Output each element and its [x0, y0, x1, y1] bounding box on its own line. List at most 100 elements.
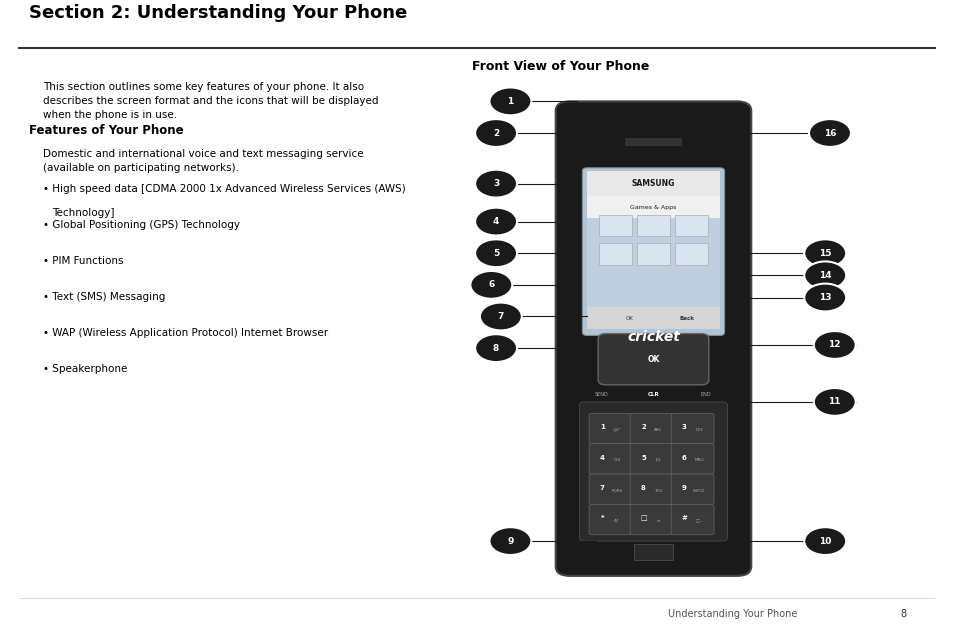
FancyBboxPatch shape — [629, 474, 673, 504]
Circle shape — [470, 271, 512, 299]
FancyBboxPatch shape — [589, 413, 631, 444]
Text: *: * — [600, 515, 603, 522]
Text: □—: □— — [695, 519, 702, 523]
Text: 9: 9 — [507, 537, 513, 546]
Bar — [637, 243, 669, 265]
FancyBboxPatch shape — [598, 333, 708, 385]
Text: 4: 4 — [599, 455, 604, 460]
Text: OK: OK — [647, 355, 659, 364]
Text: 8: 8 — [640, 485, 645, 491]
Text: OK: OK — [625, 316, 633, 321]
FancyBboxPatch shape — [670, 504, 713, 535]
FancyBboxPatch shape — [581, 168, 724, 335]
Bar — [587, 218, 720, 307]
Text: WXYZ: WXYZ — [693, 488, 704, 492]
FancyBboxPatch shape — [629, 444, 673, 474]
Circle shape — [479, 303, 521, 331]
Text: 4: 4 — [493, 217, 498, 226]
FancyBboxPatch shape — [670, 474, 713, 504]
Text: Domestic and international voice and text messaging service
(available on partic: Domestic and international voice and tex… — [43, 149, 363, 173]
Circle shape — [489, 88, 531, 115]
Text: 6: 6 — [681, 455, 686, 460]
Bar — [587, 197, 720, 218]
Circle shape — [475, 170, 517, 198]
Bar — [624, 138, 681, 146]
Text: 2: 2 — [640, 424, 645, 430]
Bar — [634, 544, 672, 560]
Circle shape — [489, 527, 531, 555]
Circle shape — [475, 119, 517, 147]
Text: 3: 3 — [681, 424, 686, 430]
Text: Understanding Your Phone: Understanding Your Phone — [667, 609, 797, 619]
Circle shape — [803, 261, 845, 289]
Bar — [675, 243, 707, 265]
Circle shape — [803, 284, 845, 312]
Text: • PIM Functions: • PIM Functions — [43, 256, 123, 266]
Text: 14: 14 — [818, 271, 831, 280]
Circle shape — [803, 527, 845, 555]
Text: • Text (SMS) Messaging: • Text (SMS) Messaging — [43, 292, 165, 302]
Text: 7: 7 — [599, 485, 604, 491]
FancyBboxPatch shape — [578, 402, 726, 541]
Text: Section 2: Understanding Your Phone: Section 2: Understanding Your Phone — [29, 4, 406, 22]
Circle shape — [813, 331, 855, 359]
Text: Back: Back — [679, 316, 694, 321]
Text: Features of Your Phone: Features of Your Phone — [29, 123, 183, 137]
Text: ABC: ABC — [654, 428, 661, 432]
FancyBboxPatch shape — [670, 444, 713, 474]
Text: • Speakerphone: • Speakerphone — [43, 364, 127, 374]
Bar — [587, 171, 720, 197]
Text: JKL: JKL — [655, 458, 660, 462]
Circle shape — [475, 239, 517, 267]
Text: 16: 16 — [822, 128, 836, 137]
FancyBboxPatch shape — [589, 504, 631, 535]
Text: 5: 5 — [493, 249, 498, 258]
Text: CLR: CLR — [647, 392, 659, 397]
FancyBboxPatch shape — [589, 444, 631, 474]
Text: PQRS: PQRS — [611, 488, 622, 492]
Text: 15: 15 — [818, 249, 831, 258]
Text: • High speed data [CDMA 2000 1x Advanced Wireless Services (AWS): • High speed data [CDMA 2000 1x Advanced… — [43, 184, 405, 193]
Bar — [587, 307, 720, 329]
Text: SEND: SEND — [594, 392, 607, 397]
Bar — [675, 214, 707, 236]
Text: 2: 2 — [493, 128, 498, 137]
Circle shape — [475, 334, 517, 362]
Text: ж: ж — [656, 519, 659, 523]
Text: 13: 13 — [818, 293, 831, 302]
Text: • WAP (Wireless Application Protocol) Internet Browser: • WAP (Wireless Application Protocol) In… — [43, 328, 328, 338]
Bar — [637, 214, 669, 236]
Text: This section outlines some key features of your phone. It also
describes the scr: This section outlines some key features … — [43, 83, 378, 120]
Text: cricket: cricket — [626, 329, 679, 343]
FancyBboxPatch shape — [629, 413, 673, 444]
Text: 9: 9 — [681, 485, 686, 491]
Circle shape — [803, 239, 845, 267]
Text: 11: 11 — [827, 398, 841, 406]
Text: GHI: GHI — [613, 458, 620, 462]
Text: • Global Positioning (GPS) Technology: • Global Positioning (GPS) Technology — [43, 219, 239, 230]
Text: 8: 8 — [900, 609, 905, 619]
Text: 1: 1 — [599, 424, 604, 430]
Text: Games & Apps: Games & Apps — [630, 205, 676, 210]
Text: 5: 5 — [640, 455, 645, 460]
Text: 12: 12 — [827, 340, 841, 349]
Text: #: # — [680, 515, 686, 522]
Bar — [598, 214, 631, 236]
Circle shape — [475, 208, 517, 235]
Text: @2": @2" — [612, 428, 621, 432]
Text: Technology]: Technology] — [52, 208, 115, 218]
FancyBboxPatch shape — [589, 474, 631, 504]
FancyBboxPatch shape — [670, 413, 713, 444]
Text: 8: 8 — [493, 343, 498, 352]
Text: Front View of Your Phone: Front View of Your Phone — [472, 60, 649, 73]
Circle shape — [808, 119, 850, 147]
Text: 10: 10 — [819, 537, 830, 546]
Bar — [598, 243, 631, 265]
Text: END: END — [700, 392, 711, 397]
Text: DEF: DEF — [695, 428, 702, 432]
Text: 6: 6 — [488, 280, 494, 289]
Circle shape — [813, 388, 855, 416]
Text: □: □ — [639, 515, 646, 522]
Text: 1: 1 — [507, 97, 513, 106]
FancyBboxPatch shape — [555, 101, 750, 576]
